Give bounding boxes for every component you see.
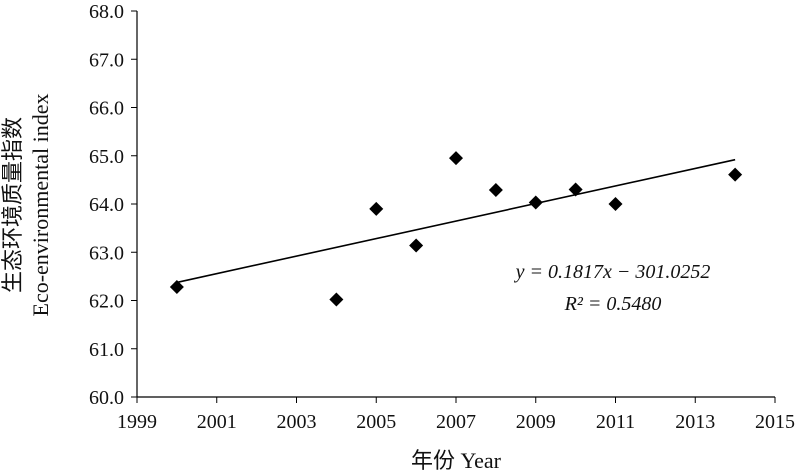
x-tick-labels: 1999 2001 2003 2005 2007 2009 2011 2013 2015 (117, 411, 795, 433)
data-point-marker (369, 201, 384, 216)
data-point-marker (488, 183, 503, 198)
y-tick-labels: 60.0 61.0 62.0 63.0 64.0 65.0 66.0 67.0 68.0 (89, 1, 124, 409)
y-tick-label: 61.0 (89, 339, 124, 361)
y-tick-label: 64.0 (89, 194, 124, 216)
y-axis-title-line2: Eco-environmental index (28, 94, 53, 317)
regression-equation: y = 0.1817x − 301.0252 (514, 261, 711, 283)
regression-annotation: y = 0.1817x − 301.0252 R² = 0.5480 (514, 261, 711, 315)
data-point-marker (409, 238, 424, 253)
y-tick-label: 65.0 (89, 146, 124, 168)
y-tick-label: 68.0 (89, 1, 124, 23)
x-tick-label: 2009 (516, 411, 556, 433)
data-point-marker (449, 151, 463, 166)
data-points (169, 151, 743, 307)
data-point-marker (528, 195, 543, 210)
y-tick-label: 63.0 (89, 242, 124, 264)
y-tick-label: 60.0 (89, 387, 124, 409)
data-point-marker (728, 167, 743, 182)
x-tick-label: 2001 (197, 411, 237, 433)
x-tick-label: 2005 (356, 411, 396, 433)
x-tick-label: 2003 (277, 411, 317, 433)
x-axis-title: 年份 Year (411, 448, 502, 473)
r-squared-label: R² = 0.5480 (564, 293, 662, 315)
x-tick-label: 2007 (436, 411, 476, 433)
data-point-marker (568, 182, 583, 197)
trendline-group (176, 158, 736, 284)
data-point-marker (608, 197, 623, 211)
y-tick-label: 66.0 (89, 98, 124, 120)
y-tick-label: 67.0 (89, 49, 124, 71)
x-tick-label: 2013 (675, 411, 715, 433)
data-point-marker (169, 279, 184, 294)
y-tick-label: 62.0 (89, 291, 124, 313)
x-tick-label: 2011 (596, 411, 635, 433)
data-point-marker (329, 292, 344, 307)
y-axis-title-line1: 生态环境质量指数 (0, 117, 25, 293)
trendline (176, 158, 736, 284)
x-tick-label: 1999 (117, 411, 157, 433)
axes (136, 11, 775, 398)
x-tick-label: 2015 (755, 411, 795, 433)
tick-marks (131, 10, 776, 403)
